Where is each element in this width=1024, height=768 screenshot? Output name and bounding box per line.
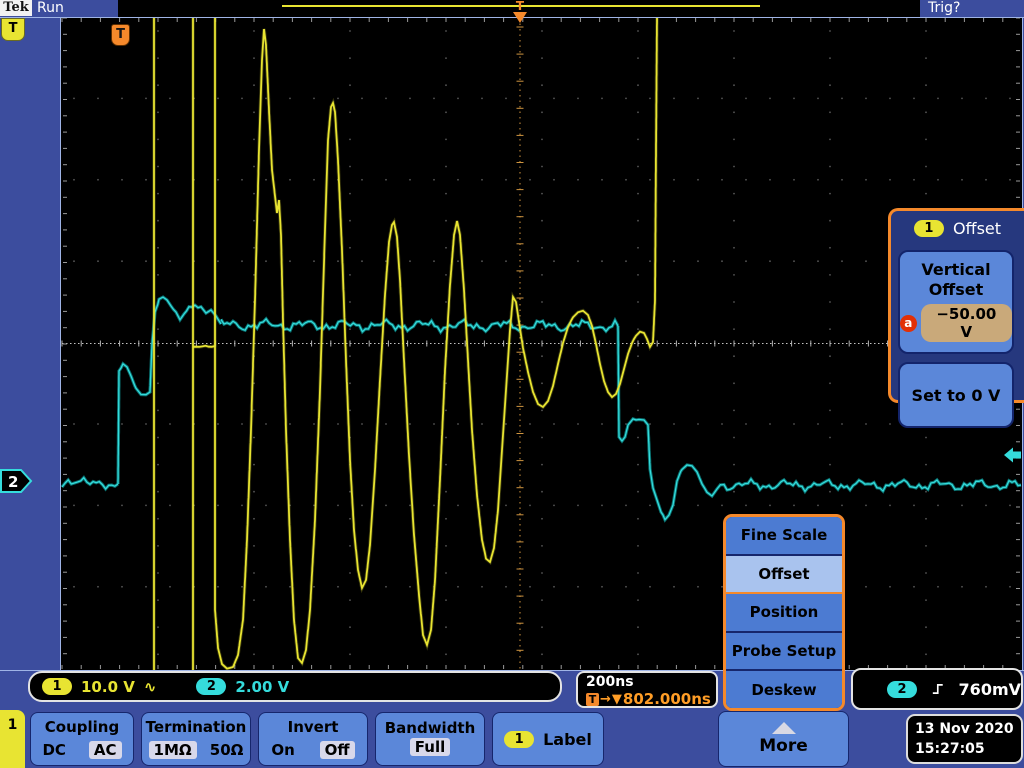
acquisition-status: Run (37, 0, 64, 16)
ch2-marker-label: 2 (8, 473, 18, 491)
ch2-scale: 2.00 V (235, 677, 290, 696)
coupling-button[interactable]: Coupling DC AC (30, 712, 134, 766)
ch2-position-marker[interactable]: 2 (0, 467, 34, 495)
top-status-bar: Tek Run Trig? (0, 0, 1024, 17)
scope-canvas (61, 18, 1022, 670)
menu-item-deskew[interactable]: Deskew (726, 671, 842, 708)
ch1-badge: 1 (504, 730, 535, 748)
horizontal-delay: 802.000ns (622, 690, 711, 708)
invert-option-off[interactable]: Off (319, 741, 355, 759)
side-menu-title-text: Offset (952, 219, 1002, 238)
tek-logo: Tek (0, 0, 32, 16)
ch2-trigger-level-arrow[interactable] (1004, 447, 1021, 463)
vertical-offset-button[interactable]: Vertical Offset a −50.00 V (898, 250, 1014, 354)
set-to-zero-label: Set to 0 V (911, 385, 1001, 405)
time-text: 15:27:05 (915, 741, 985, 757)
graticule-grid (61, 18, 1021, 669)
ch2-badge: 2 (196, 678, 227, 695)
channel-readout-box[interactable]: 1 10.0 V ∿ 2 2.00 V (28, 671, 562, 702)
trigger-level-value: 760mV (958, 679, 1021, 699)
horizontal-scale: 200ns (586, 674, 634, 690)
trigger-position-arrow-icon (513, 12, 527, 23)
ch2-waveform (61, 295, 1022, 523)
vertical-offset-line1: Vertical (921, 260, 991, 279)
coupling-title: Coupling (44, 718, 120, 736)
arrow-up-icon (771, 722, 796, 734)
bandwidth-title: Bandwidth (384, 719, 476, 737)
trigger-status: Trig? (928, 0, 961, 16)
trigger-menu-tab[interactable]: T (1, 18, 25, 41)
termination-title: Termination (145, 718, 247, 736)
horizontal-readout-box[interactable]: 200ns T → ▼ 802.000ns (576, 671, 718, 708)
vertical-offset-value: −50.00 V (920, 304, 1012, 342)
invert-option-on[interactable]: On (271, 741, 295, 759)
more-button[interactable]: More (718, 711, 849, 767)
label-button-text: Label (543, 729, 592, 749)
rising-edge-icon (932, 684, 943, 694)
ch1-waveform (152, 18, 659, 670)
trigger-position-line (516, 18, 524, 669)
menu-item-fine-scale[interactable]: Fine Scale (726, 517, 842, 556)
record-view-line (282, 5, 760, 7)
label-button[interactable]: 1 Label (492, 712, 604, 766)
arrow-icon: → (600, 691, 611, 707)
termination-button[interactable]: Termination 1MΩ 50Ω (141, 712, 251, 766)
bandwidth-value: Full (409, 738, 451, 756)
offset-side-menu: 1 Offset Vertical Offset a −50.00 V Set … (888, 208, 1024, 428)
invert-title: Invert (287, 718, 339, 736)
date-time-display: 13 Nov 2020 15:27:05 (906, 714, 1023, 764)
marker-down-icon: ▼ (611, 691, 622, 707)
trigger-position-marker[interactable]: T (512, 0, 528, 28)
ch1-scale: 10.0 V (81, 677, 135, 696)
trigger-level-badge[interactable]: T (111, 24, 130, 46)
termination-option-50[interactable]: 50Ω (209, 741, 244, 759)
coupling-option-ac[interactable]: AC (88, 741, 122, 759)
set-to-zero-button[interactable]: Set to 0 V (898, 362, 1014, 428)
record-view-area (118, 0, 920, 17)
trigger-t-icon: T (586, 692, 599, 706)
vertical-offset-line2: Offset (928, 280, 984, 299)
coupling-option-dc[interactable]: DC (42, 741, 66, 759)
waveform-display (60, 17, 1023, 671)
trigger-source-badge: 2 (887, 680, 917, 698)
trigger-readout-box[interactable]: 2 760mV (851, 668, 1023, 710)
trigger-position-t: T (515, 0, 525, 13)
bandwidth-button[interactable]: Bandwidth Full (375, 712, 485, 766)
menu-item-offset[interactable]: Offset (726, 555, 842, 595)
invert-button[interactable]: Invert On Off (258, 712, 368, 766)
date-text: 13 Nov 2020 (915, 721, 1014, 737)
ch1-coupling-icon: ∿ (143, 677, 157, 696)
more-button-text: More (759, 736, 808, 756)
multipurpose-knob-a-icon: a (900, 314, 917, 332)
side-menu-title: 1 Offset (891, 219, 1024, 238)
channel1-menu-tab[interactable]: 1 (0, 710, 25, 768)
menu-item-position[interactable]: Position (726, 594, 842, 633)
vertical-popup-menu: Fine Scale Offset Position Probe Setup D… (723, 514, 845, 711)
menu-item-probe-setup[interactable]: Probe Setup (726, 632, 842, 672)
ch1-badge: 1 (913, 220, 944, 237)
ch1-badge: 1 (42, 678, 72, 695)
termination-option-1m[interactable]: 1MΩ (148, 741, 197, 759)
